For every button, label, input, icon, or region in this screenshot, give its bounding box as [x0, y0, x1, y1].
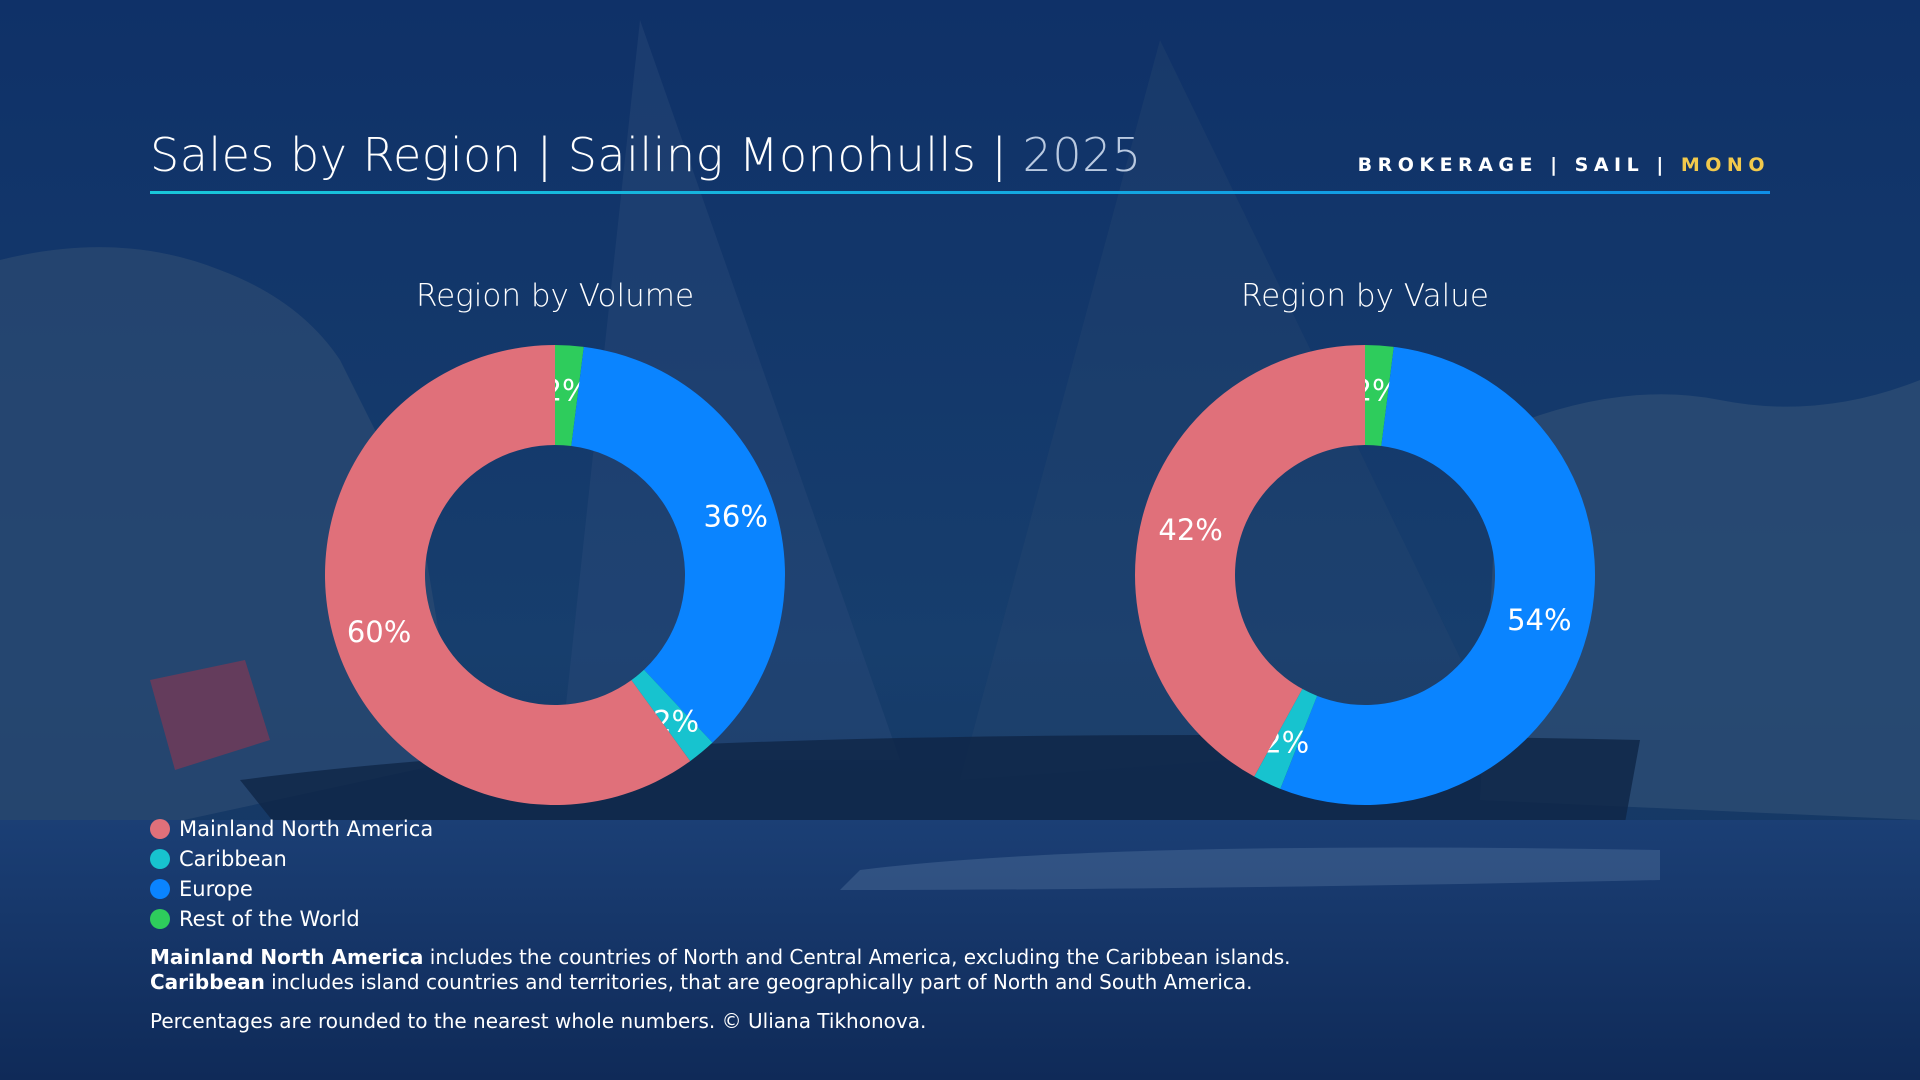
data-label-europe: 54% — [1507, 603, 1571, 637]
header: Sales by Region | Sailing Monohulls | 20… — [150, 128, 1770, 194]
slice-rest-of-the-world — [555, 345, 584, 447]
legend-item-mainland-north-america: Mainland North America — [150, 814, 433, 844]
slice-mainland-north-america — [1135, 345, 1365, 777]
brand-accent: MONO — [1680, 154, 1770, 176]
data-label-mainland-north-america: 42% — [1158, 513, 1222, 547]
legend-label: Caribbean — [179, 847, 287, 871]
donut-chart-value: 2%54%2%42% — [1135, 345, 1596, 805]
chart-title-value: Region by Value — [1241, 278, 1489, 314]
data-label-mainland-north-america: 60% — [347, 615, 411, 649]
slice-rest-of-the-world — [1365, 345, 1394, 447]
data-label-europe: 36% — [703, 499, 767, 533]
note-mainland: Mainland North America includes the coun… — [150, 945, 1750, 970]
legend-label: Rest of the World — [179, 907, 360, 931]
legend-swatch — [150, 909, 170, 929]
note-caribbean-text: includes island countries and territorie… — [264, 970, 1253, 994]
page-title-year: 2025 — [1022, 128, 1142, 182]
page-title-text: Sales by Region | Sailing Monohulls | — [150, 128, 1023, 182]
note-caribbean-term: Caribbean — [150, 970, 265, 994]
slice-mainland-north-america — [324, 345, 691, 805]
footer-note: Percentages are rounded to the nearest w… — [150, 1009, 927, 1033]
note-mainland-text: includes the countries of North and Cent… — [423, 945, 1291, 969]
legend-swatch — [150, 879, 170, 899]
legend-swatch — [150, 849, 170, 869]
legend-item-caribbean: Caribbean — [150, 844, 433, 874]
legend-label: Mainland North America — [179, 817, 434, 841]
legend-label: Europe — [179, 877, 253, 901]
note-mainland-term: Mainland North America — [150, 945, 424, 969]
legend-item-rest-of-world: Rest of the World — [150, 904, 433, 934]
legend: Mainland North America Caribbean Europe … — [150, 814, 433, 934]
title-divider — [150, 191, 1770, 194]
slice-europe — [571, 346, 785, 743]
slice-europe — [1280, 346, 1596, 805]
slice-caribbean — [1254, 688, 1318, 789]
chart-title-volume: Region by Volume — [415, 278, 695, 314]
page-title: Sales by Region | Sailing Monohulls | 20… — [150, 128, 1142, 182]
brand-label: BROKERAGE | SAIL | MONO — [1358, 154, 1770, 176]
brand-prefix: BROKERAGE | SAIL | — [1357, 154, 1681, 176]
legend-swatch — [150, 819, 170, 839]
slice-caribbean — [631, 669, 713, 762]
note-caribbean: Caribbean includes island countries and … — [150, 970, 1750, 995]
legend-item-europe: Europe — [150, 874, 433, 904]
donut-chart-volume: 2%36%2%60% — [324, 345, 785, 805]
footnotes: Mainland North America includes the coun… — [150, 945, 1750, 1034]
